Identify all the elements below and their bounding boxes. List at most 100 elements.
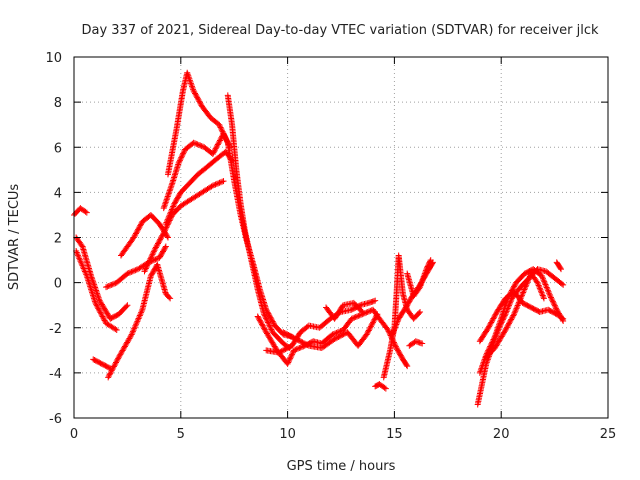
data-point <box>404 300 411 307</box>
x-axis-label: GPS time / hours <box>287 459 396 474</box>
data-point <box>370 319 377 326</box>
data-point <box>142 266 149 273</box>
data-point <box>522 283 529 290</box>
data-point <box>128 331 135 338</box>
data-point <box>78 261 85 268</box>
data-point <box>295 345 302 352</box>
data-point <box>131 325 138 332</box>
data-point <box>80 265 87 272</box>
data-point <box>374 311 381 318</box>
data-point <box>160 229 167 236</box>
data-point <box>172 198 179 205</box>
data-point <box>267 323 274 330</box>
data-point <box>407 297 414 304</box>
data-point <box>487 320 494 327</box>
data-point <box>74 250 81 257</box>
data-point <box>256 316 263 323</box>
data-point <box>293 346 300 353</box>
data-point <box>486 323 493 330</box>
data-point <box>490 336 497 343</box>
data-point <box>95 294 102 301</box>
data-point <box>151 266 158 273</box>
data-point <box>425 260 432 267</box>
data-point <box>137 222 144 229</box>
data-point <box>260 323 267 330</box>
data-point <box>297 344 304 351</box>
data-point <box>164 234 171 241</box>
data-point <box>211 148 218 155</box>
data-point <box>553 305 560 312</box>
data-point <box>268 315 275 322</box>
series-arc-b <box>73 234 131 322</box>
data-point <box>398 353 405 360</box>
data-point <box>105 373 112 380</box>
data-point <box>174 195 181 202</box>
data-point <box>392 322 399 329</box>
data-point <box>218 127 225 134</box>
data-point <box>162 244 169 251</box>
data-point <box>372 297 379 304</box>
data-point <box>76 256 83 263</box>
data-point <box>197 142 204 149</box>
data-point <box>81 267 88 274</box>
data-point <box>548 295 555 302</box>
data-series <box>71 69 567 408</box>
data-point <box>144 261 151 268</box>
data-point <box>366 326 373 333</box>
data-point <box>111 280 118 287</box>
data-point <box>425 262 432 269</box>
data-point <box>173 196 180 203</box>
data-point <box>336 328 343 335</box>
data-point <box>291 347 298 354</box>
data-point <box>395 317 402 324</box>
data-point <box>487 342 494 349</box>
data-point <box>533 278 540 285</box>
data-point <box>509 313 516 320</box>
data-point <box>167 184 174 191</box>
data-point <box>152 245 159 252</box>
data-point <box>258 321 265 328</box>
data-point <box>331 336 338 343</box>
data-point <box>368 322 375 329</box>
data-point <box>95 305 102 312</box>
data-point <box>124 270 131 277</box>
series-arc-y <box>483 270 547 361</box>
axis-ticks: 0 5 10 15 20 25 -6 -4 -2 0 2 4 6 8 10 <box>45 51 616 442</box>
data-point <box>373 312 380 319</box>
data-point <box>219 178 226 185</box>
data-point <box>150 269 157 276</box>
data-point <box>547 293 554 300</box>
series-arc-a <box>71 205 90 218</box>
data-point <box>502 327 509 334</box>
data-point <box>549 298 556 305</box>
data-point <box>219 128 226 135</box>
data-point <box>156 237 163 244</box>
data-point <box>536 285 543 292</box>
series-arc-p <box>323 299 366 322</box>
data-point <box>348 315 355 322</box>
data-point <box>132 267 139 274</box>
data-point <box>543 283 550 290</box>
data-point <box>255 314 262 321</box>
data-point <box>261 312 268 319</box>
data-point <box>256 317 263 324</box>
data-point <box>535 282 542 289</box>
data-point <box>541 278 548 285</box>
data-point <box>216 123 223 130</box>
series-arc-c <box>73 248 120 334</box>
data-point <box>511 282 518 289</box>
data-point <box>534 279 541 286</box>
data-point <box>491 312 498 319</box>
data-point <box>96 308 103 315</box>
data-point <box>423 266 430 273</box>
data-point <box>335 334 342 341</box>
data-point <box>105 374 112 381</box>
y-tick-label: -2 <box>49 322 62 337</box>
data-point <box>417 308 424 315</box>
data-point <box>132 322 139 329</box>
data-point <box>161 246 168 253</box>
data-point <box>501 328 508 335</box>
data-point <box>134 316 141 323</box>
data-point <box>356 312 363 319</box>
data-point <box>415 310 422 317</box>
